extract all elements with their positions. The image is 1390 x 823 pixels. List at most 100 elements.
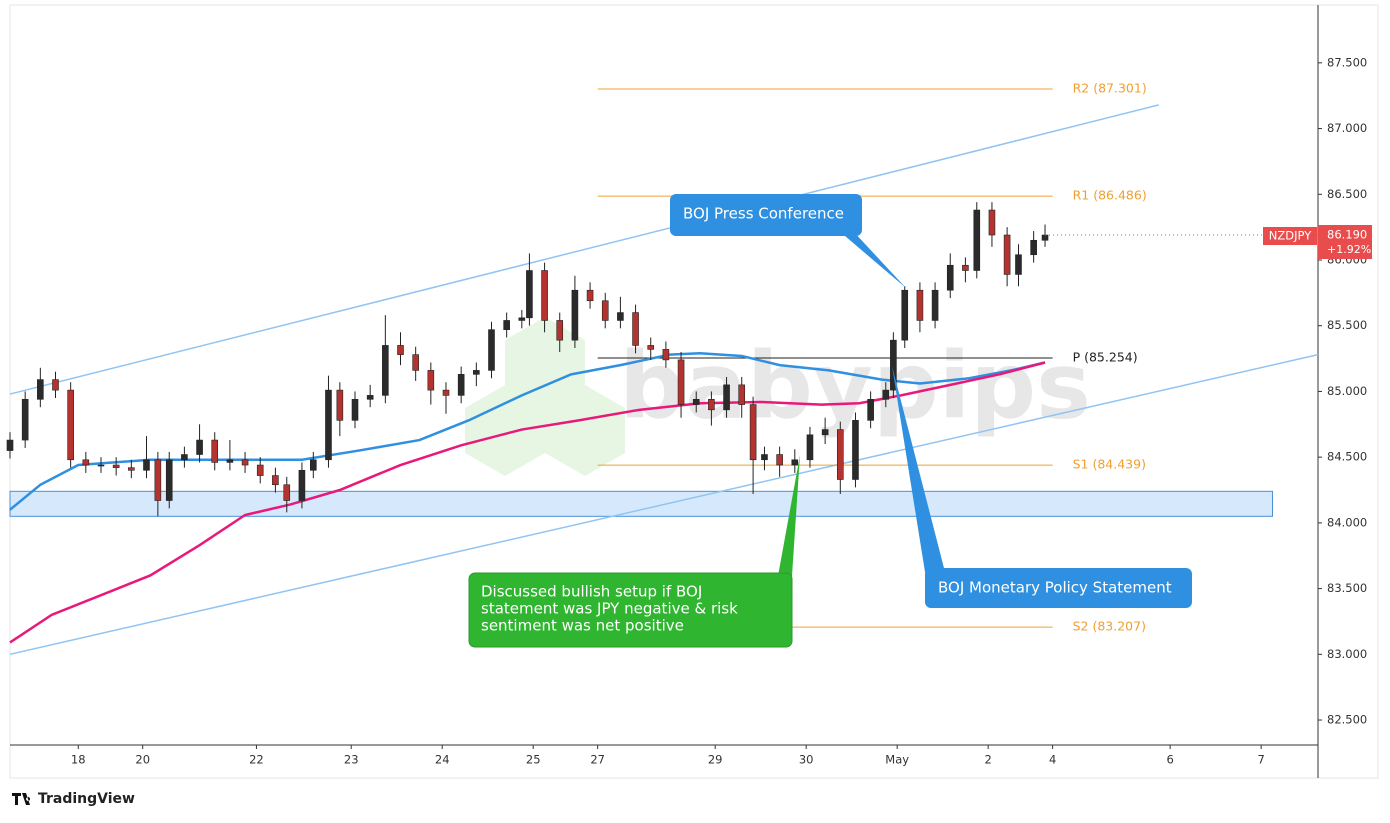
- candle-body: [503, 320, 510, 330]
- y-tick-label: 84.500: [1327, 450, 1367, 464]
- pivot-label: P (85.254): [1073, 350, 1138, 365]
- candle-body: [647, 345, 655, 350]
- candle-body: [241, 459, 249, 466]
- x-tick-label: 20: [135, 753, 150, 767]
- x-tick-label: 27: [590, 753, 605, 767]
- candle-body: [37, 379, 44, 400]
- candle-body: [723, 384, 730, 411]
- candle-body: [973, 209, 981, 271]
- x-tick-label: 25: [526, 753, 541, 767]
- candle-body: [632, 312, 639, 346]
- x-tick-label: 4: [1049, 753, 1056, 767]
- candle-body: [143, 459, 150, 471]
- candle-body: [708, 399, 715, 411]
- candle-body: [310, 459, 317, 471]
- candle-body: [738, 384, 746, 405]
- candle-body: [662, 349, 670, 361]
- callout-text: sentiment was net positive: [481, 617, 684, 635]
- watermark-logo: [465, 317, 625, 476]
- x-tick-label: 18: [71, 753, 86, 767]
- candle-body: [1015, 254, 1022, 275]
- x-tick-label: 23: [344, 753, 359, 767]
- candle-body: [617, 312, 624, 321]
- candle-body: [6, 439, 14, 451]
- candle-body: [488, 329, 495, 371]
- y-tick-label: 83.000: [1327, 647, 1367, 661]
- candle-body: [882, 389, 890, 400]
- candle-body: [412, 354, 419, 371]
- brand-logo: [12, 793, 31, 805]
- candle-body: [427, 370, 435, 391]
- candle-body: [196, 439, 203, 455]
- trendline: [9, 104, 1159, 395]
- y-tick-label: 84.000: [1327, 515, 1367, 529]
- candle-body: [82, 459, 90, 466]
- candle-body: [821, 429, 829, 436]
- candle-body: [473, 370, 480, 375]
- candle-body: [890, 339, 897, 391]
- candle-body: [256, 464, 264, 476]
- candle-body: [351, 399, 359, 421]
- candle-body: [692, 399, 700, 405]
- y-tick-label: 86.500: [1327, 187, 1367, 201]
- callout-text: BOJ Press Conference: [683, 205, 844, 223]
- callout: [468, 572, 793, 648]
- callout-text: Discussed bullish setup if BOJ: [481, 583, 702, 601]
- candle-body: [806, 434, 814, 461]
- candle-body: [776, 454, 783, 466]
- candle-body: [226, 459, 234, 463]
- candle-body: [112, 464, 120, 468]
- candle-body: [165, 459, 173, 501]
- x-tick-label: 22: [249, 753, 264, 767]
- candle-body: [571, 289, 579, 341]
- x-tick-label: 30: [799, 753, 814, 767]
- candle-body: [154, 459, 162, 501]
- last-price: 86.190: [1327, 228, 1367, 242]
- candle-body: [556, 320, 564, 341]
- candle-body: [836, 429, 844, 480]
- y-tick-label: 85.500: [1327, 318, 1367, 332]
- candle-body: [761, 454, 768, 461]
- x-tick-label: 29: [708, 753, 723, 767]
- moving-average: [9, 352, 1046, 511]
- y-tick-label: 87.500: [1327, 55, 1367, 69]
- pivot-label: R1 (86.486): [1073, 188, 1147, 203]
- candle-body: [128, 467, 135, 471]
- trendline: [9, 353, 1319, 656]
- y-tick-label: 87.000: [1327, 121, 1367, 135]
- candle-body: [382, 345, 389, 396]
- x-tick-label: May: [885, 753, 909, 767]
- candle-body: [901, 289, 909, 341]
- callout-pointer: [778, 455, 800, 576]
- y-tick-label: 82.500: [1327, 713, 1367, 727]
- candle-body: [931, 289, 939, 321]
- candle-body: [336, 389, 344, 421]
- candle-body: [916, 289, 924, 321]
- candle-body: [541, 270, 548, 321]
- candle-body: [518, 317, 526, 321]
- candle-body: [366, 395, 374, 400]
- brand: TradingView: [38, 791, 135, 807]
- x-tick-label: 7: [1257, 753, 1264, 767]
- candle-body: [867, 399, 874, 421]
- candle-body: [298, 469, 306, 501]
- price-change: +1.92%: [1327, 243, 1371, 256]
- candle-body: [457, 374, 465, 396]
- last-price-tag: [1318, 225, 1372, 259]
- candle-body: [852, 420, 859, 480]
- candle-body: [272, 475, 279, 486]
- candle-body: [211, 439, 219, 463]
- symbol-label: NZDJPY: [1269, 229, 1312, 243]
- callout-text: BOJ Monetary Policy Statement: [938, 579, 1172, 597]
- x-tick-label: 6: [1166, 753, 1173, 767]
- candle-body: [946, 264, 954, 291]
- candle-body: [21, 399, 29, 441]
- frame: [9, 4, 1379, 779]
- callout-text: statement was JPY negative & risk: [481, 600, 738, 618]
- pivot-label: S1 (84.439): [1073, 457, 1146, 472]
- candle-body: [283, 484, 291, 501]
- candle-body: [526, 270, 533, 319]
- candle-body: [442, 389, 450, 396]
- callout-pointer: [838, 230, 906, 288]
